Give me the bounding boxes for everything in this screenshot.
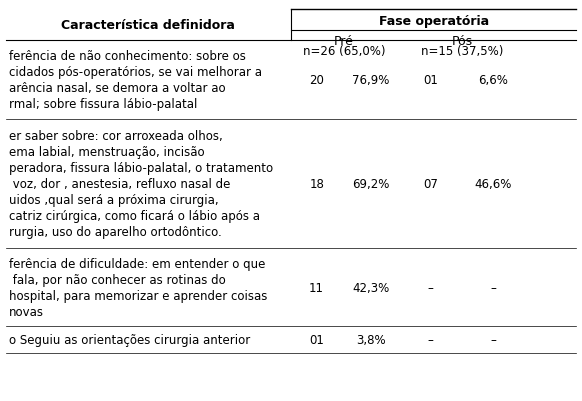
Text: 3,8%: 3,8% [356,334,386,346]
Text: Pós: Pós [452,35,473,48]
Text: 46,6%: 46,6% [475,177,512,190]
Text: 76,9%: 76,9% [352,74,389,87]
Text: n=15 (37,5%): n=15 (37,5%) [421,45,503,58]
Text: –: – [491,334,496,346]
Text: 07: 07 [423,177,438,190]
Text: n=26 (65,0%): n=26 (65,0%) [303,45,385,58]
Text: ferência de dificuldade: em entender o que
 fala, por não conhecer as rotinas do: ferência de dificuldade: em entender o q… [9,257,267,318]
Text: –: – [428,281,434,294]
Text: Pré: Pré [334,35,354,48]
Text: Característica definidora: Característica definidora [62,19,235,32]
Text: 42,3%: 42,3% [352,281,389,294]
Text: –: – [491,281,496,294]
Text: 11: 11 [309,281,324,294]
Text: 01: 01 [309,334,324,346]
Text: 20: 20 [309,74,324,87]
Text: ferência de não conhecimento: sobre os
cidados pós-operatórios, se vai melhorar : ferência de não conhecimento: sobre os c… [9,50,262,111]
Text: 69,2%: 69,2% [352,177,389,190]
Text: er saber sobre: cor arroxeada olhos,
ema labial, menstruação, incisão
peradora, : er saber sobre: cor arroxeada olhos, ema… [9,130,273,238]
Text: Fase operatória: Fase operatória [378,15,489,28]
Text: –: – [428,334,434,346]
Text: 6,6%: 6,6% [478,74,509,87]
Text: o Seguiu as orientações cirurgia anterior: o Seguiu as orientações cirurgia anterio… [9,334,250,346]
Text: 18: 18 [309,177,324,190]
Text: 01: 01 [423,74,438,87]
